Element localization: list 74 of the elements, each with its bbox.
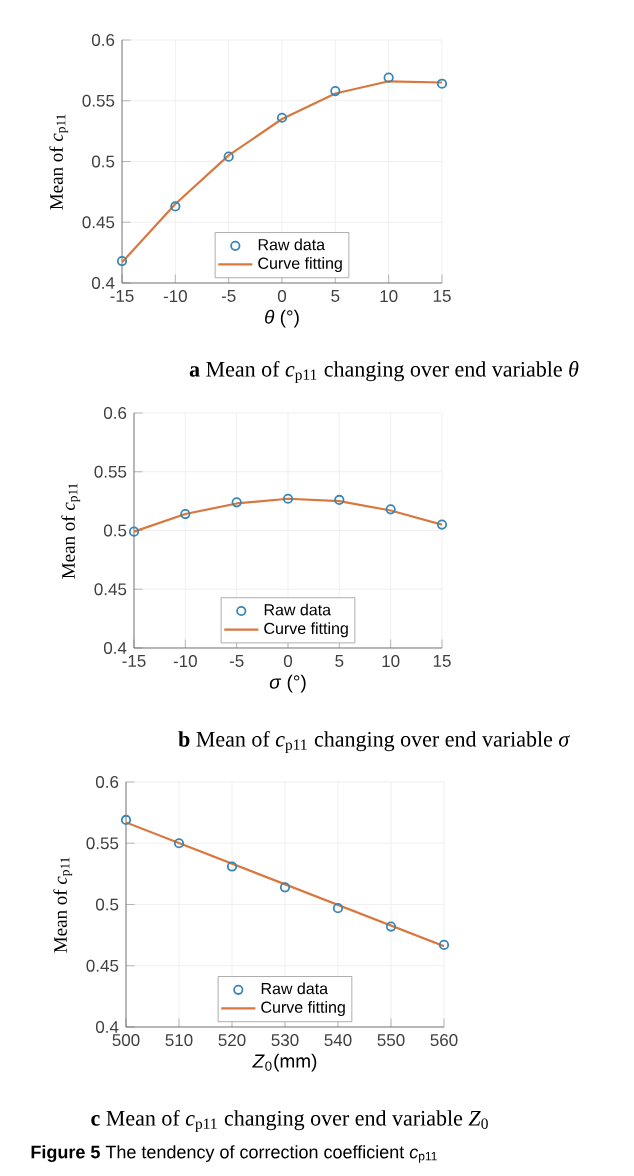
point — [116, 256, 128, 267]
point — [438, 939, 450, 951]
x-tick-label: 510 — [165, 1034, 193, 1047]
point — [128, 526, 140, 537]
x-tick-label: 10 — [382, 655, 400, 668]
x-tick-label: 5 — [335, 655, 344, 667]
y-tick-label: 0.45 — [94, 583, 127, 596]
y-tick-label: 0.6 — [91, 33, 115, 46]
point — [231, 497, 242, 508]
y-tick-label: 0.55 — [94, 465, 127, 478]
x-tick-label: -15 — [122, 655, 146, 667]
y-axis-title: Mean of c$_{p11}$ — [61, 483, 81, 579]
y-tick-label: 0.6 — [95, 775, 119, 788]
x-tick-label: 10 — [380, 290, 398, 303]
y-tick-label: 0.4 — [103, 641, 127, 654]
point — [330, 85, 341, 97]
legend-label: Raw data — [258, 238, 326, 251]
y-tick-label: 0.45 — [86, 959, 119, 972]
legend-label: Curve fitting — [258, 257, 342, 273]
x-tick-label: 560 — [430, 1034, 458, 1047]
point — [334, 494, 345, 506]
x-tick-label: -10 — [163, 290, 187, 303]
point — [385, 504, 396, 515]
y-tick-label: 0.4 — [95, 1020, 119, 1033]
x-tick-label: 550 — [377, 1034, 405, 1047]
y-tick-label: 0.4 — [91, 276, 115, 289]
x-tick-label: 15 — [433, 655, 451, 667]
point — [282, 493, 294, 504]
legend-label: Raw data — [261, 982, 329, 995]
x-axis-title: Z$_{0}$(mm) — [252, 1053, 317, 1072]
y-axis-title: Mean of c$_{p11}$ — [49, 114, 69, 210]
y-tick-label: 0.6 — [103, 406, 127, 419]
x-tick-label: 520 — [218, 1034, 246, 1047]
y-tick-label: 0.5 — [91, 155, 115, 168]
legend-label: Curve fitting — [264, 622, 348, 638]
point — [383, 72, 394, 83]
point — [223, 151, 234, 162]
x-tick-label: -5 — [229, 655, 244, 667]
point — [436, 78, 448, 89]
y-tick-label: 0.55 — [86, 837, 119, 850]
y-tick-label: 0.5 — [95, 898, 119, 911]
point — [180, 508, 191, 520]
text: b Mean of c$_{p11}$ changing over end variable σ — [178, 730, 570, 754]
point — [279, 882, 291, 893]
text: a Mean of c$_{p11}$ changing over end variable θ — [189, 360, 579, 384]
x-tick-label: -5 — [221, 290, 236, 302]
y-tick-label: 0.55 — [82, 94, 115, 107]
x-tick-label: 0 — [277, 290, 287, 303]
x-tick-label: -10 — [173, 655, 197, 668]
legend-label: Curve fitting — [261, 1001, 345, 1017]
x-tick-label: -15 — [110, 290, 134, 302]
y-axis-title: Mean of c$_{p11}$ — [53, 857, 73, 953]
y-tick-label: 0.45 — [82, 216, 115, 229]
text: Figure 5 The tendency of correction coefficient c$_{p11}$ — [31, 1145, 437, 1163]
point — [332, 903, 344, 914]
point — [436, 519, 448, 530]
legend-label: Raw data — [264, 603, 332, 616]
x-axis-title: σ (°) — [269, 674, 306, 693]
line-series — [134, 497, 442, 533]
point — [173, 838, 185, 849]
x-tick-label: 540 — [324, 1034, 352, 1047]
y-tick-label: 0.5 — [103, 524, 127, 537]
point — [226, 861, 238, 872]
point — [120, 814, 132, 826]
x-axis-title: θ (°) — [265, 309, 299, 328]
point — [276, 112, 288, 123]
point — [170, 201, 181, 212]
x-tick-label: 15 — [433, 290, 451, 302]
x-tick-label: 500 — [112, 1034, 140, 1047]
x-tick-label: 5 — [331, 290, 340, 302]
x-tick-label: 530 — [271, 1034, 299, 1047]
text: c Mean of c$_{p11}$ changing over end variable Z$_{0}$ — [91, 1109, 488, 1133]
x-tick-label: 0 — [283, 655, 293, 668]
point — [385, 921, 397, 932]
